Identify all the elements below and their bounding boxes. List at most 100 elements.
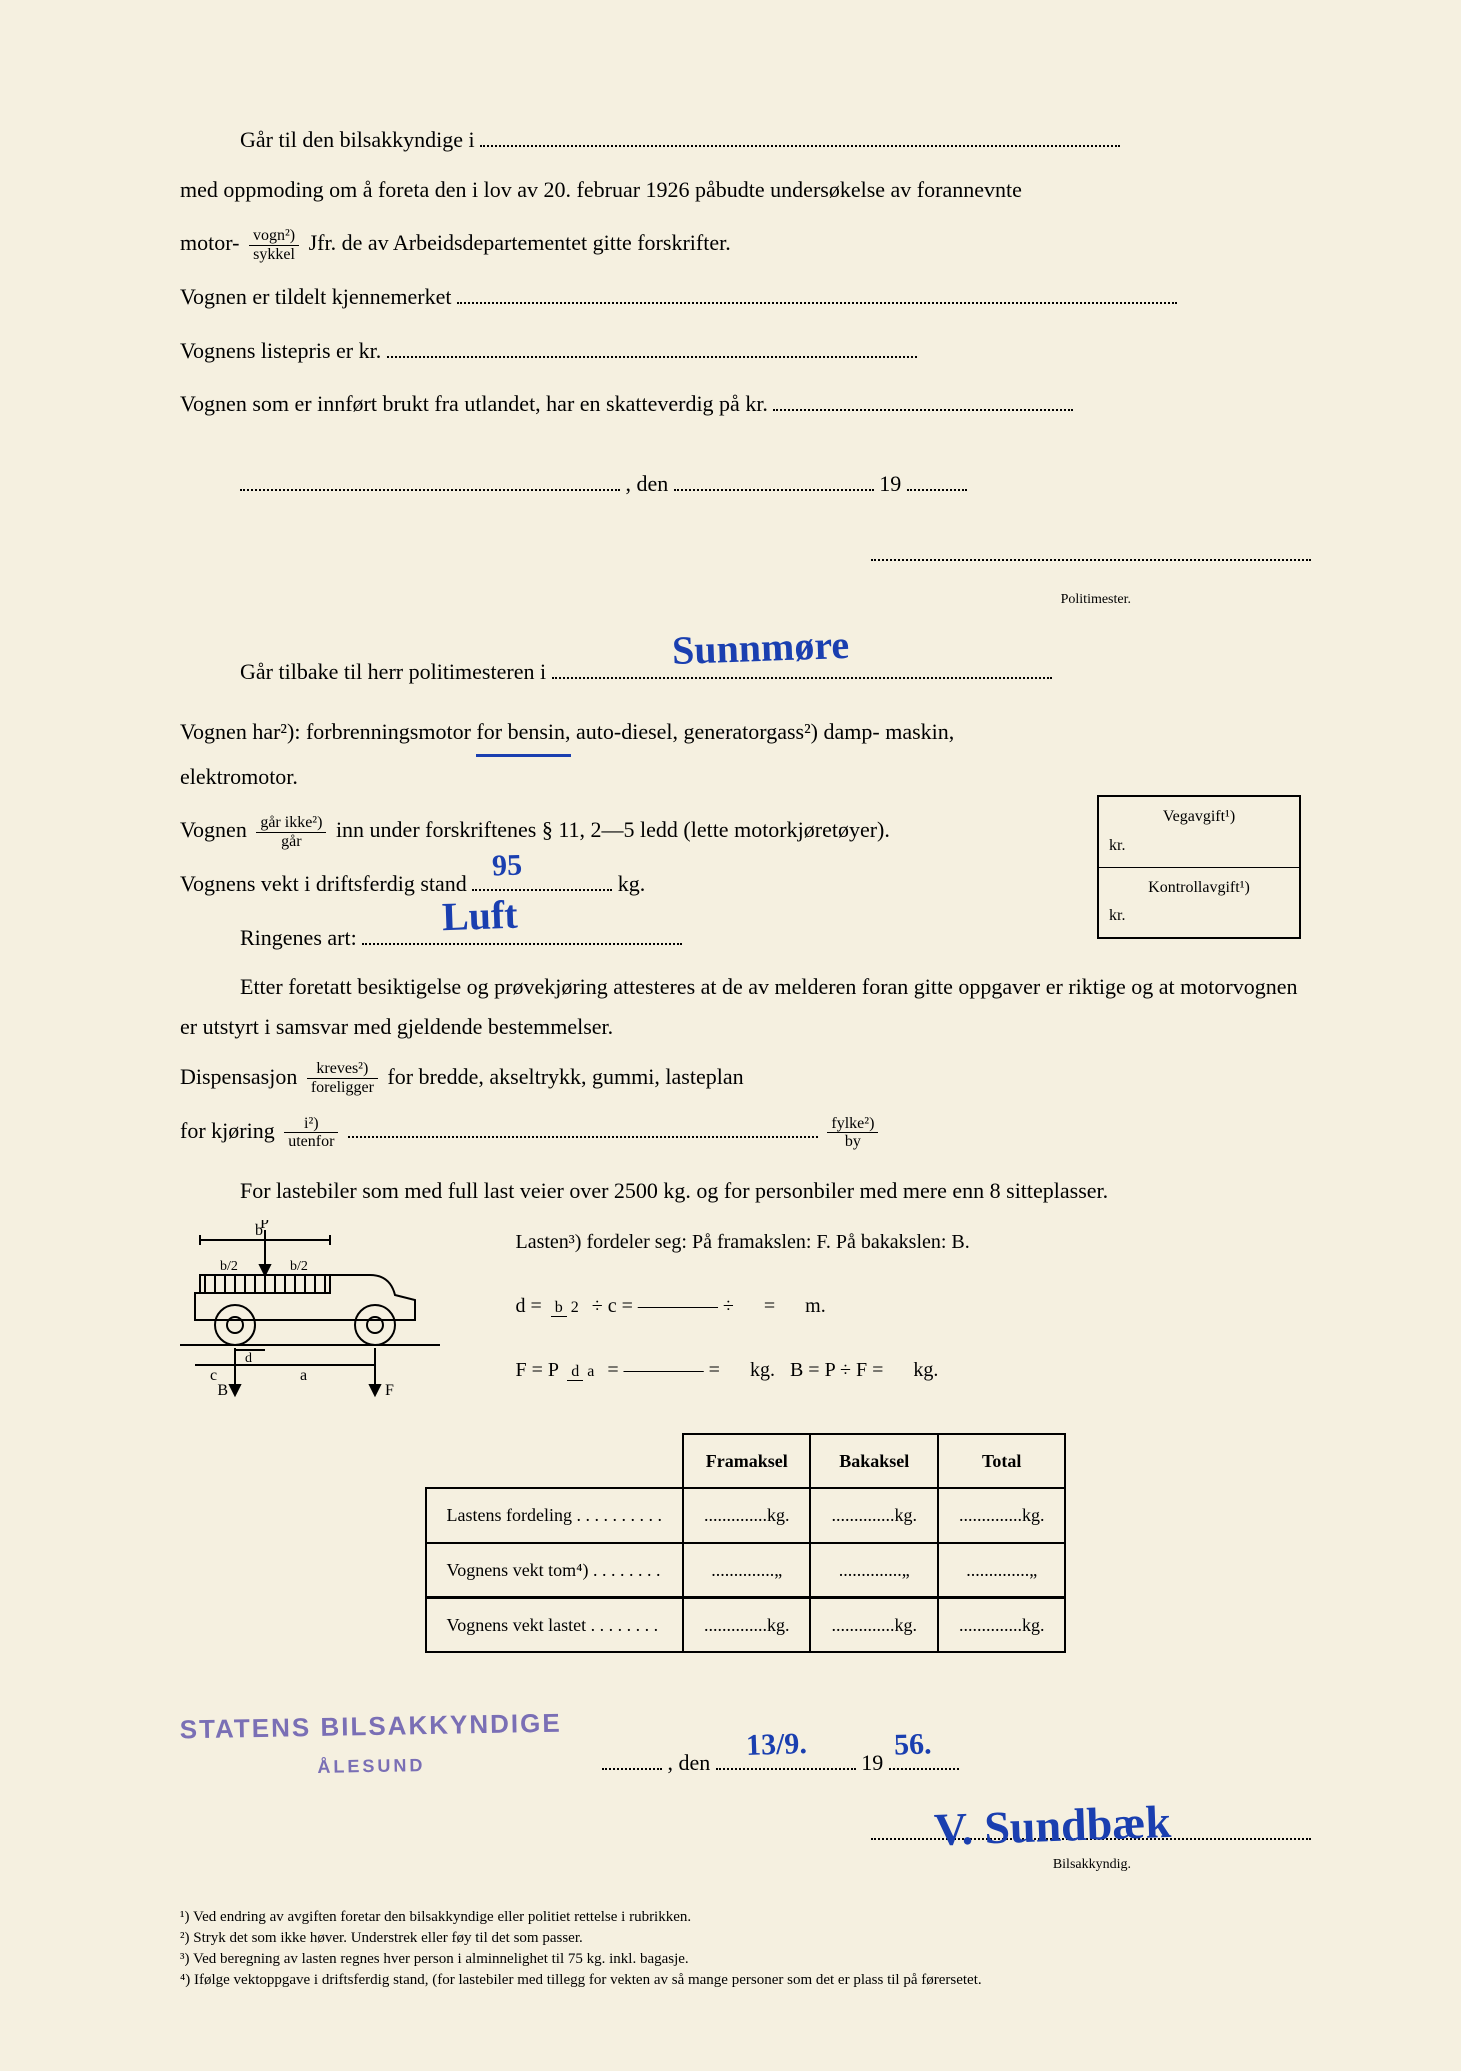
table-header-row: Framaksel Bakaksel Total <box>426 1434 1066 1488</box>
fee-row-2: Kontrollavgift¹) kr. <box>1099 868 1299 938</box>
text: Går til den bilsakkyndige i <box>240 127 475 152</box>
footnotes: ¹) Ved endring av avgiften foretar den b… <box>180 1907 1311 1991</box>
frac-top: kreves²) <box>307 1060 378 1079</box>
text: , den <box>626 471 669 496</box>
cell: ..............„ <box>810 1543 938 1598</box>
cell: ..............„ <box>683 1543 811 1598</box>
fraction-i: i²) utenfor <box>284 1115 338 1151</box>
formula-column: Lasten³) fordeler seg: På framakslen: F.… <box>516 1220 970 1392</box>
handwritten-location: Sunnmøre <box>610 609 849 689</box>
stamp: STATENS BILSAKKYNDIGE ÅLESUND <box>179 1700 562 1786</box>
row-label: Lastens fordeling . . . . . . . . . . <box>426 1488 683 1542</box>
line-2b: motor- vogn²) sykkel Jfr. de av Arbeidsd… <box>180 223 1311 263</box>
text: Etter foretatt besiktigelse og prøvekjør… <box>180 974 1297 1039</box>
line-5: Vognen som er innført brukt fra utlandet… <box>180 384 1311 424</box>
blank-field <box>602 1746 662 1770</box>
text: Vognen som er innført brukt fra utlandet… <box>180 391 768 416</box>
truck-diagram: b P b/2 b/2 <box>180 1220 480 1413</box>
col-framaksel: Framaksel <box>683 1434 811 1488</box>
blank-field <box>348 1114 818 1138</box>
formula-d: d = b2 ÷ c = ———— ÷ = m. <box>516 1284 970 1328</box>
formula-f: F = P da = ———— = kg. B = P ÷ F = kg. <box>516 1348 970 1392</box>
fraction-kreves: kreves²) foreligger <box>307 1060 378 1096</box>
fraction-gar: går ikke²) går <box>256 814 326 850</box>
stamp-date-row: STATENS BILSAKKYNDIGE ÅLESUND , den 13/9… <box>180 1703 1311 1782</box>
document-page: Går til den bilsakkyndige i med oppmodin… <box>0 0 1461 2071</box>
text: for kjøring <box>180 1118 275 1143</box>
table-row: Vognens vekt tom⁴) . . . . . . . . .....… <box>426 1543 1066 1598</box>
text: med oppmoding om å foreta den i lov av 2… <box>180 177 1022 202</box>
line-12: Dispensasjon kreves²) foreligger for bre… <box>180 1057 1311 1097</box>
text: 19 <box>861 1750 883 1775</box>
footnote-1: ¹) Ved endring av avgiften foretar den b… <box>180 1907 1311 1928</box>
footnote-4: ⁴) Ifølge vektoppgave i driftsferdig sta… <box>180 1970 1311 1991</box>
text: Vognen er tildelt kjennemerket <box>180 284 451 309</box>
weight-table: Framaksel Bakaksel Total Lastens fordeli… <box>425 1433 1067 1654</box>
row-label: Vognens vekt lastet . . . . . . . . <box>426 1598 683 1653</box>
stamp-line-2: ÅLESUND <box>180 1747 562 1786</box>
handwritten-tire: Luft <box>381 878 519 955</box>
line-1: Går til den bilsakkyndige i <box>180 120 1311 160</box>
svg-text:F: F <box>385 1382 394 1399</box>
blank-field <box>457 280 1177 304</box>
frac-top: i²) <box>284 1115 338 1134</box>
date-line-1: , den 19 <box>240 464 1311 504</box>
cell: ..............kg. <box>938 1488 1066 1542</box>
fee-label: Vegavgift¹) <box>1109 803 1289 832</box>
svg-text:c: c <box>210 1367 217 1384</box>
line-4: Vognens listepris er kr. <box>180 331 1311 371</box>
frac-top: går ikke²) <box>256 814 326 833</box>
text: Vognen har²): forbrenningsmotor <box>180 719 471 744</box>
load-distribution-text: Lasten³) fordeler seg: På framakslen: F.… <box>516 1220 970 1264</box>
blank-field <box>240 467 620 491</box>
line-6: Går tilbake til herr politimesteren i Su… <box>180 652 1311 692</box>
handwritten-date: 13/9. <box>745 1717 808 1773</box>
text: For lastebiler som med full last veier o… <box>240 1178 1108 1203</box>
text: Vognens listepris er kr. <box>180 338 381 363</box>
row-label: Vognens vekt tom⁴) . . . . . . . . <box>426 1543 683 1598</box>
cell: ..............kg. <box>810 1488 938 1542</box>
underlined-bensin: for bensin, <box>476 712 570 757</box>
svg-text:B: B <box>217 1382 228 1399</box>
cell: ..............„ <box>938 1543 1066 1598</box>
truck-svg: b P b/2 b/2 <box>180 1220 480 1400</box>
text: inn under forskriftenes § 11, 2—5 ledd (… <box>336 817 890 842</box>
fee-kr: kr. <box>1109 902 1289 931</box>
fee-box: Vegavgift¹) kr. Kontrollavgift¹) kr. <box>1097 795 1301 939</box>
col-bakaksel: Bakaksel <box>810 1434 938 1488</box>
text: Ringenes art: <box>240 925 357 950</box>
svg-text:b/2: b/2 <box>290 1259 308 1274</box>
frac-bot: går <box>256 833 326 851</box>
cell: ..............kg. <box>683 1488 811 1542</box>
handwritten-signature: V. Sundbæk <box>933 1780 1173 1871</box>
table-row: Lastens fordeling . . . . . . . . . . ..… <box>426 1488 1066 1542</box>
frac-bot: foreligger <box>307 1079 378 1097</box>
text: Går tilbake til herr politimesteren i <box>240 659 546 684</box>
signature-line-1 <box>180 534 1311 574</box>
blank-field <box>773 387 1073 411</box>
cell: ..............kg. <box>810 1598 938 1653</box>
signature-block: V. Sundbæk Bilsakkyndig. <box>180 1813 1311 1878</box>
text: 19 <box>879 471 901 496</box>
line-11: Etter foretatt besiktigelse og prøvekjør… <box>180 967 1311 1046</box>
blank-field <box>480 123 1120 147</box>
frac-bot: utenfor <box>284 1133 338 1151</box>
footnote-2: ²) Stryk det som ikke høver. Understrek … <box>180 1928 1311 1949</box>
svg-text:a: a <box>300 1367 307 1384</box>
date-line-2: , den 13/9. 19 56. <box>602 1743 959 1783</box>
line-13: for kjøring i²) utenfor fylke²) by <box>180 1111 1311 1151</box>
line-2: med oppmoding om å foreta den i lov av 2… <box>180 170 1311 210</box>
year-field: 56. <box>889 1746 959 1770</box>
line-7: Vognen har²): forbrenningsmotor for bens… <box>180 712 960 796</box>
blank-field <box>387 334 917 358</box>
text: motor- <box>180 230 239 255</box>
fee-kr: kr. <box>1109 832 1289 861</box>
line-3: Vognen er tildelt kjennemerket <box>180 277 1311 317</box>
text: for bredde, akseltrykk, gummi, lasteplan <box>387 1064 743 1089</box>
table-row: Vognens vekt lastet . . . . . . . . ....… <box>426 1598 1066 1653</box>
blank-field: Sunnmøre <box>552 655 1052 679</box>
date-field: 13/9. <box>716 1746 856 1770</box>
text: Dispensasjon <box>180 1064 297 1089</box>
text: auto-diesel, generatorgass²) damp- <box>576 719 880 744</box>
svg-text:d: d <box>245 1351 252 1366</box>
